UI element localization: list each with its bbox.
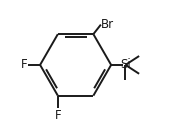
- Text: Br: Br: [101, 18, 114, 31]
- Text: F: F: [54, 109, 61, 122]
- Text: F: F: [20, 58, 27, 71]
- Text: Si: Si: [120, 58, 131, 71]
